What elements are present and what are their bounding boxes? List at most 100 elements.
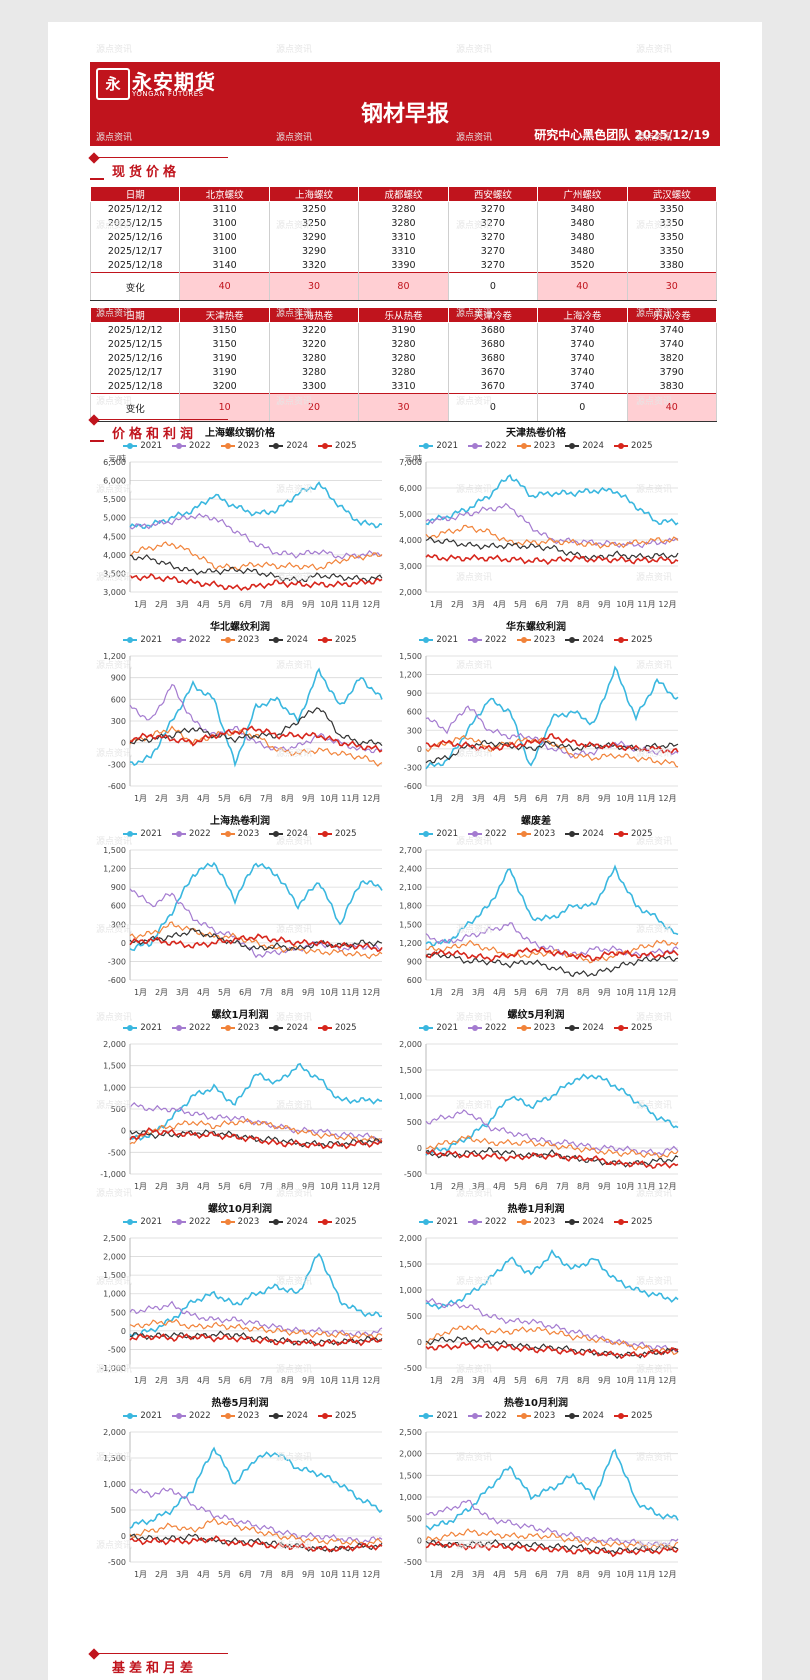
series-line-2022 (425, 705, 679, 759)
table-cell: 3200 (179, 379, 270, 394)
x-tick-label: 1月 (430, 1182, 443, 1191)
x-tick-label: 12月 (658, 1376, 676, 1385)
legend-item: 2022 (468, 441, 507, 451)
legend-label: 2021 (436, 1217, 459, 1227)
legend-label: 2023 (533, 635, 556, 645)
legend-item: 2022 (468, 635, 507, 645)
y-tick-label: 1,000 (103, 1290, 126, 1299)
legend-label: 2025 (334, 1411, 357, 1421)
legend-item: 2025 (613, 1411, 653, 1421)
watermark: 源点资讯 (96, 221, 133, 231)
chart-legend: 2021 2022 2023 2024 2025 (386, 1023, 686, 1033)
change-cell: 变化 (89, 393, 181, 422)
y-tick-label: 2,100 (399, 883, 422, 892)
change-cell: 0 (447, 393, 539, 422)
table-row: 2025/12/12 3110 3250 3280 3270 3480 3350 (89, 201, 718, 216)
legend-item: 2023 (516, 1411, 555, 1421)
x-tick-label: 7月 (556, 600, 569, 609)
x-tick-label: 9月 (598, 794, 611, 803)
series-line-2022 (425, 922, 679, 957)
x-tick-label: 12月 (362, 794, 380, 803)
series-line-2023 (129, 725, 383, 767)
legend-swatch (565, 1412, 580, 1419)
y-tick-label: -600 (108, 782, 126, 791)
x-tick-label: 8月 (281, 1182, 294, 1191)
watermark: 源点资讯 (456, 1453, 493, 1463)
watermark: 源点资讯 (456, 573, 493, 583)
watermark: 源点资讯 (276, 749, 313, 759)
legend-item: 2024 (269, 1217, 308, 1227)
table-cell: 2025/12/16 (89, 230, 181, 244)
x-tick-label: 8月 (281, 988, 294, 997)
chart-title: 螺纹1月利润 (211, 1010, 269, 1021)
series-line-2025 (425, 946, 679, 963)
series-line-2022 (425, 1499, 679, 1548)
legend-swatch (220, 442, 235, 449)
x-tick-label: 7月 (260, 1182, 273, 1191)
series-line-2022 (129, 683, 383, 754)
y-tick-label: -300 (108, 760, 126, 769)
watermark: 源点资讯 (636, 1365, 673, 1375)
table-cell: 3350 (626, 201, 718, 216)
legend-swatch (468, 1024, 483, 1031)
column-header: 天津冷卷 (447, 307, 539, 323)
header-banner: 永 永安期货 YONGAN FUTURES 钢材早报 研究中心黑色团队 2025… (90, 62, 720, 146)
x-tick-label: 3月 (472, 1182, 485, 1191)
table-cell: 2025/12/12 (89, 201, 181, 216)
change-cell: 20 (268, 393, 360, 422)
y-tick-label: 0 (121, 1532, 126, 1541)
legend-label: 2023 (237, 829, 260, 839)
table-cell: 3140 (179, 258, 270, 273)
x-tick-label: 3月 (176, 600, 189, 609)
x-tick-label: 5月 (218, 1376, 231, 1385)
x-tick-label: 5月 (218, 1182, 231, 1191)
series-line-2025 (129, 1127, 383, 1150)
watermark: 源点资讯 (456, 1013, 493, 1023)
y-tick-label: 4,000 (103, 551, 126, 560)
x-tick-label: 1月 (134, 1376, 147, 1385)
x-tick-label: 1月 (134, 1570, 147, 1579)
change-cell: 0 (447, 272, 539, 301)
legend-label: 2024 (286, 1023, 308, 1033)
table-cell: 3280 (358, 201, 449, 216)
x-tick-label: 6月 (239, 1182, 252, 1191)
x-tick-label: 2月 (155, 988, 168, 997)
section-title: 现货价格 (112, 165, 181, 180)
table-cell: 3270 (447, 201, 539, 216)
table-cell: 3480 (537, 244, 628, 258)
column-header: 北京螺纹 (179, 186, 270, 202)
chart-legend: 2021 2022 2023 2024 2025 (90, 635, 390, 645)
table-cell: 3280 (268, 365, 360, 379)
x-tick-label: 10月 (616, 600, 634, 609)
table-cell: 3740 (537, 379, 628, 394)
change-cell: 30 (268, 272, 360, 301)
watermark: 源点资讯 (276, 925, 313, 935)
legend-swatch (172, 442, 187, 449)
x-tick-label: 6月 (535, 794, 548, 803)
legend-swatch (220, 1024, 235, 1031)
x-tick-label: 4月 (493, 1570, 506, 1579)
y-tick-label: 1,000 (399, 1493, 422, 1502)
table-cell: 2025/12/18 (89, 258, 181, 273)
x-tick-label: 3月 (472, 1570, 485, 1579)
legend-swatch (468, 1412, 483, 1419)
series-line-2021 (425, 1249, 679, 1310)
table-row: 2025/12/18 3140 3320 3390 3270 3520 3380 (89, 258, 718, 273)
x-tick-label: 11月 (637, 1182, 655, 1191)
y-tick-label: 2,400 (399, 865, 422, 874)
table-cell: 2025/12/15 (89, 337, 181, 351)
y-tick-label: 1,000 (399, 1286, 422, 1295)
x-tick-label: 9月 (598, 1182, 611, 1191)
y-tick-label: 0 (121, 939, 126, 948)
x-tick-label: 8月 (577, 1376, 590, 1385)
x-tick-label: 5月 (218, 794, 231, 803)
y-tick-label: 500 (111, 1506, 126, 1515)
legend-swatch (613, 1218, 628, 1225)
watermark: 源点资讯 (96, 1189, 133, 1199)
legend-swatch (565, 442, 580, 449)
x-tick-label: 10月 (616, 1182, 634, 1191)
legend-label: 2025 (630, 829, 653, 839)
y-tick-label: 900 (407, 689, 422, 698)
legend-item: 2024 (565, 635, 604, 645)
y-tick-label: 0 (417, 1144, 422, 1153)
